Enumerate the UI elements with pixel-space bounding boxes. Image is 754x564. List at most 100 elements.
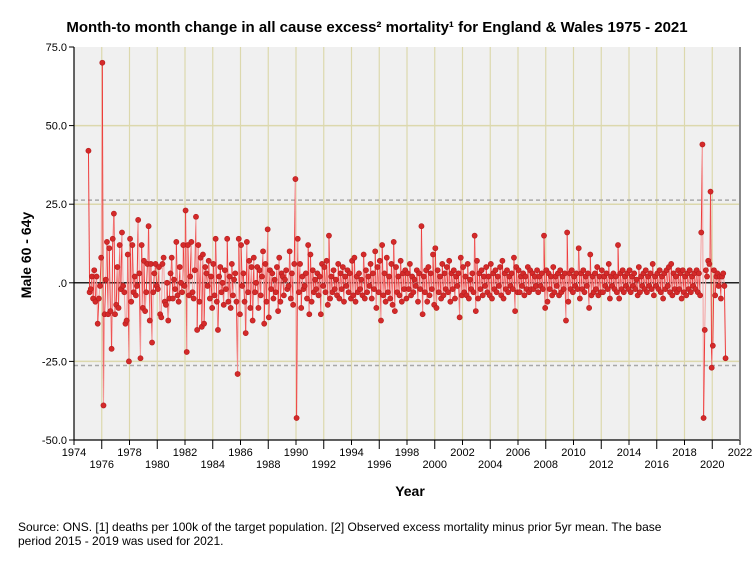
data-point <box>201 320 207 327</box>
series-segment <box>328 235 331 299</box>
data-point <box>585 270 591 277</box>
data-point <box>378 317 384 324</box>
data-point <box>496 283 502 289</box>
data-point <box>380 292 387 299</box>
data-point <box>289 270 295 277</box>
data-point <box>598 267 605 274</box>
data-point <box>143 289 150 296</box>
data-point <box>620 289 627 296</box>
x-tick-label: 1976 <box>90 459 114 471</box>
data-point <box>321 264 328 270</box>
data-point <box>104 239 110 245</box>
data-point <box>327 295 334 302</box>
data-point <box>393 264 399 270</box>
data-point <box>350 292 357 299</box>
footnote-line-1: Source: ONS. [1] deaths per 100k of the … <box>18 520 662 534</box>
series-segment <box>237 238 240 374</box>
data-point <box>709 342 716 349</box>
data-point <box>474 257 480 264</box>
data-point <box>263 298 270 305</box>
x-tick-label: 1988 <box>256 459 280 471</box>
data-point <box>364 289 371 296</box>
data-point <box>264 226 271 233</box>
data-point <box>702 267 709 274</box>
data-point <box>175 298 182 305</box>
series-segment <box>699 232 702 296</box>
data-point <box>257 292 264 299</box>
data-point <box>366 283 373 289</box>
data-point <box>360 251 367 258</box>
data-point <box>583 283 590 289</box>
data-point <box>190 295 197 302</box>
data-point <box>701 327 708 333</box>
data-point <box>648 286 655 292</box>
data-point <box>485 273 492 280</box>
data-point <box>471 232 478 239</box>
data-point <box>136 270 143 277</box>
series-segment <box>97 298 100 324</box>
data-point <box>718 295 724 302</box>
series-segment <box>190 241 194 293</box>
data-point <box>335 261 342 267</box>
data-point <box>696 270 702 277</box>
data-point <box>457 254 464 261</box>
data-point <box>470 289 477 296</box>
data-point <box>433 305 440 311</box>
data-point <box>660 295 667 302</box>
data-point <box>376 257 383 264</box>
data-point <box>381 270 388 277</box>
data-point <box>258 273 265 280</box>
series-segment <box>187 245 190 296</box>
data-point <box>304 295 310 302</box>
data-point <box>593 286 599 292</box>
data-point <box>221 267 228 274</box>
data-point <box>586 305 593 311</box>
data-point <box>337 270 344 277</box>
data-point <box>241 298 248 305</box>
data-point <box>699 141 706 148</box>
data-point <box>626 267 633 274</box>
data-point <box>382 298 389 305</box>
data-point <box>95 295 102 302</box>
data-point <box>283 267 290 274</box>
data-point <box>171 276 177 283</box>
data-point <box>678 295 685 302</box>
series-segment <box>240 245 243 286</box>
data-point <box>612 273 619 280</box>
data-point <box>455 270 462 277</box>
data-point <box>163 301 169 308</box>
x-tick-label: 1974 <box>62 447 86 459</box>
data-point <box>367 261 374 267</box>
series-segment <box>720 276 723 299</box>
data-point <box>291 261 298 267</box>
data-point <box>131 273 138 280</box>
data-point <box>707 188 714 195</box>
x-tick-label: 2010 <box>561 447 585 459</box>
data-point <box>108 345 115 352</box>
data-point <box>494 273 501 280</box>
data-point <box>195 242 202 248</box>
data-point <box>398 298 405 305</box>
data-point <box>99 59 106 66</box>
data-point <box>323 257 330 264</box>
data-point <box>137 355 144 362</box>
series-segment <box>151 292 154 343</box>
x-tick-label: 1992 <box>312 459 336 471</box>
data-point <box>553 283 560 289</box>
series-segment <box>268 270 271 318</box>
data-point <box>252 289 258 296</box>
data-point <box>313 286 320 292</box>
data-point <box>396 292 403 299</box>
data-point <box>250 254 257 261</box>
data-point <box>715 283 722 289</box>
data-point <box>613 289 620 296</box>
data-point <box>132 292 139 299</box>
data-point <box>619 267 626 274</box>
data-point <box>462 273 469 280</box>
y-tick-label: 75.0 <box>46 42 67 54</box>
data-point <box>306 311 313 318</box>
data-point <box>228 261 235 267</box>
data-point <box>297 261 303 267</box>
data-point <box>245 289 251 296</box>
data-point <box>322 289 329 296</box>
